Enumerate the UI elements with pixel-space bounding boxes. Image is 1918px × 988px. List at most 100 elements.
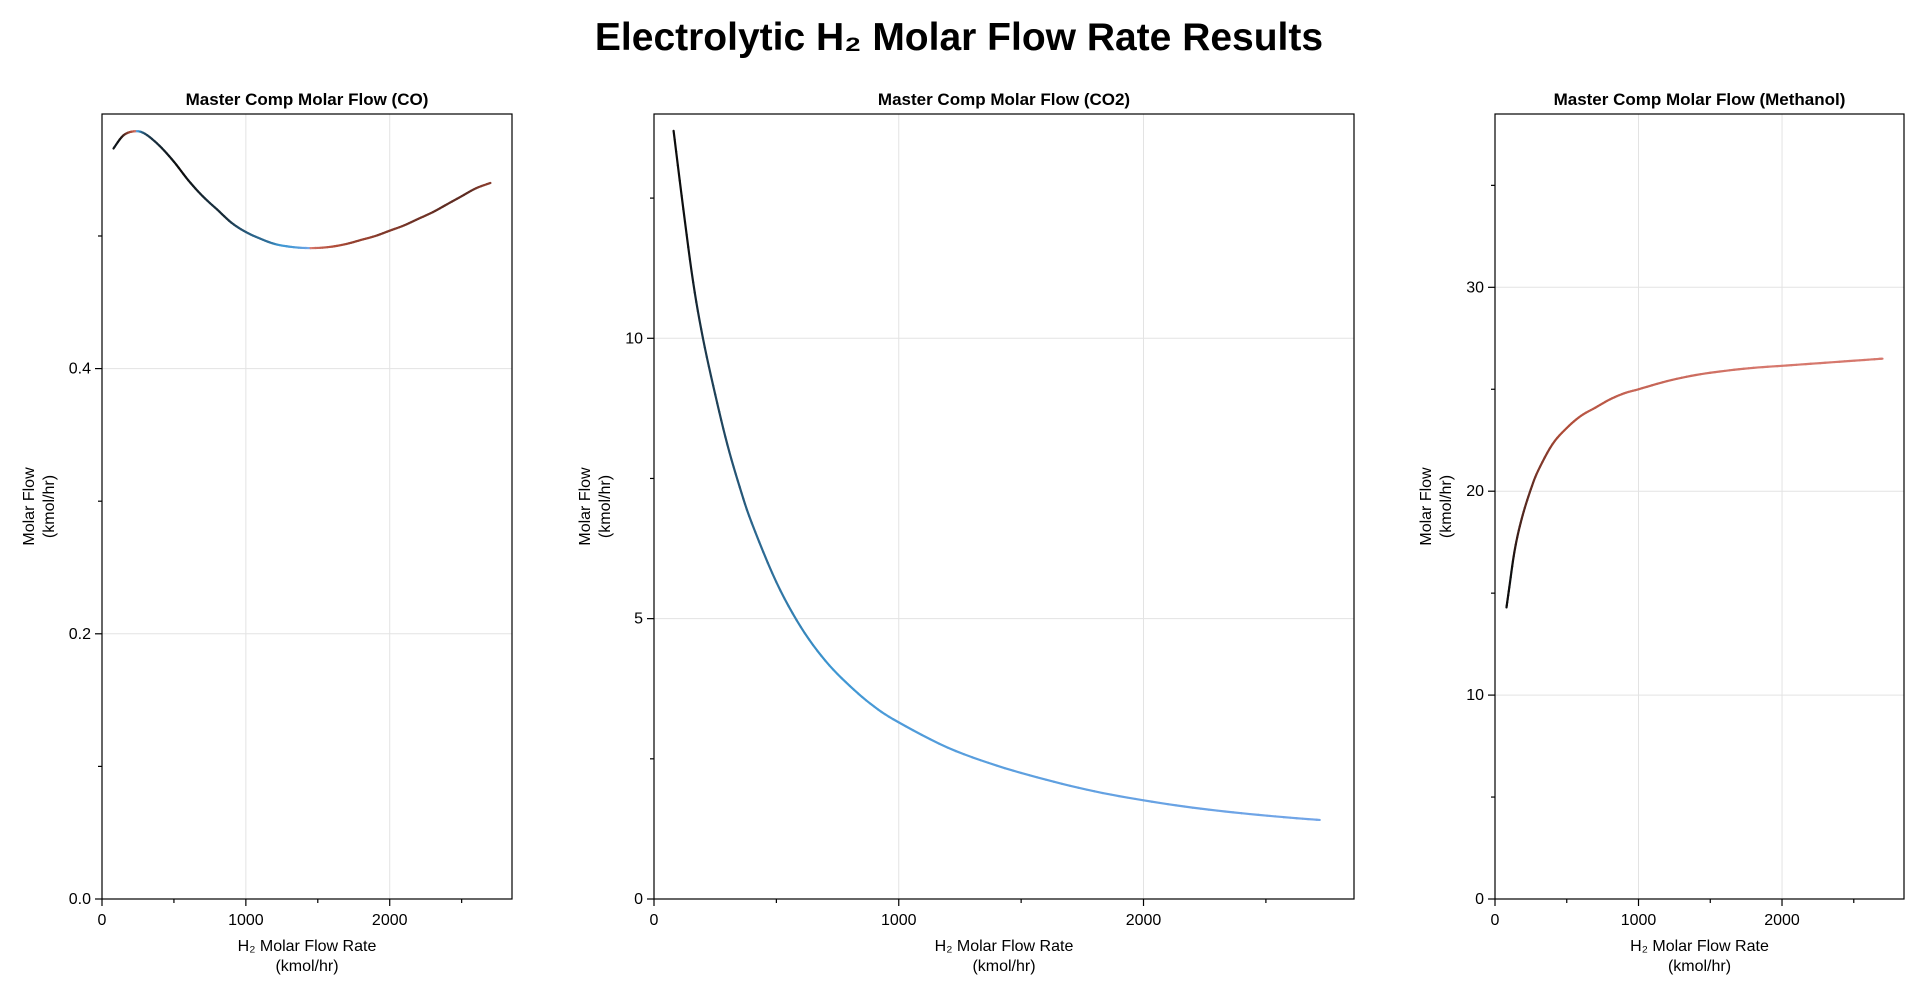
series-line-segment [946, 746, 957, 753]
series-line-segment [1109, 793, 1121, 798]
series-line-segment [685, 233, 690, 249]
series-line-segment [696, 310, 701, 322]
y-tick-label: 30 [1466, 279, 1484, 296]
panel-co: 0 1000 2000 0.0 0.2 0.4 Master Comp Molar Flow… [21, 90, 513, 975]
series-line-segment [745, 508, 751, 518]
series-line-segment [1117, 795, 1129, 799]
series-line-segment [1240, 812, 1251, 816]
series-line-segment [897, 721, 907, 728]
series-line-segment [675, 150, 679, 167]
x-tick-label: 0 [98, 912, 107, 929]
x-tick-label: 1000 [1621, 912, 1657, 929]
series-line-segment [754, 530, 761, 543]
y-axis-label: (kmol/hr) [1438, 475, 1455, 538]
series-line-segment [1101, 791, 1112, 796]
series-line-segment [962, 753, 974, 759]
series-line-segment [1085, 788, 1096, 793]
series-line-segment [766, 561, 774, 575]
series-line-segment [1266, 814, 1277, 818]
y-tick-label: 5 [634, 611, 643, 628]
panel-co2: 0 1000 2000 0 5 10 Master Comp Molar Flow (CO2… [577, 90, 1355, 975]
series-line-segment [1248, 812, 1260, 816]
panel-title: Master Comp Molar Flow (Methanol) [1554, 90, 1846, 109]
series-line-segment [682, 208, 687, 224]
series-line-segment [1044, 778, 1055, 783]
figure-title: Electrolytic H₂ Molar Flow Rate Results [594, 16, 1324, 59]
series-line-segment [1011, 769, 1023, 775]
series-line-segment [700, 328, 705, 340]
series-line-segment [1191, 806, 1202, 810]
series-line-segment [680, 194, 685, 211]
series-line-segment [1207, 808, 1219, 812]
x-tick-label: 0 [1491, 912, 1500, 929]
series-line-segment [687, 246, 691, 261]
x-tick-label: 2000 [1126, 912, 1162, 929]
series-line-segment [487, 181, 492, 185]
series-line-segment [707, 365, 713, 378]
series-line-segment [690, 270, 695, 284]
y-axis-label: (kmol/hr) [41, 475, 58, 538]
series-line-segment [1223, 810, 1235, 814]
series-line-segment [714, 393, 719, 405]
x-axis-label: H₂ Molar Flow Rate [935, 938, 1074, 955]
series-line-segment [1232, 811, 1243, 815]
series-line-segment [718, 410, 723, 422]
series-line-segment [1215, 809, 1227, 813]
series-line-segment [979, 759, 990, 764]
panel-title: Master Comp Molar Flow (CO) [186, 90, 429, 109]
series-line-segment [701, 337, 706, 349]
series-line-segment [724, 435, 729, 446]
series-line-segment [716, 402, 721, 414]
series-line-segment [1134, 797, 1145, 802]
series-line-segment [771, 571, 778, 584]
x-axis-label: (kmol/hr) [275, 958, 338, 975]
series-line-segment [1060, 782, 1072, 787]
panel-methanol: 0 1000 2000 0 10 20 30 Master Comp Molar Flow (… [1418, 90, 1905, 975]
series-line-segment [676, 164, 681, 182]
series-line-segment [693, 291, 698, 304]
series-line-segment [1077, 786, 1088, 791]
series-line-segment [1150, 800, 1161, 805]
series-line-segment [734, 472, 739, 482]
series-line-segment [783, 597, 790, 608]
series-line-segment [1093, 790, 1104, 795]
series-line-segment [730, 458, 735, 468]
series-line-segment [954, 749, 966, 756]
y-tick-label: 0.2 [69, 626, 91, 643]
series-line-segment [904, 725, 915, 732]
x-tick-label: 0 [650, 912, 659, 929]
series-line-segment [1142, 799, 1153, 803]
series-line-segment [1028, 774, 1039, 779]
series-line-segment [1274, 815, 1285, 819]
series-line-segment [1052, 780, 1064, 785]
x-tick-label: 1000 [881, 912, 917, 929]
series-line-segment [775, 581, 782, 592]
y-tick-label: 10 [1466, 687, 1484, 704]
series-line-segment [811, 644, 819, 652]
y-tick-label: 20 [1466, 483, 1484, 500]
series-line-segment [929, 738, 941, 745]
y-tick-label: 10 [625, 330, 643, 347]
x-tick-label: 2000 [1764, 912, 1800, 929]
series-line-segment [673, 138, 678, 153]
series-line-segment [1199, 807, 1210, 811]
series-line-segment [779, 589, 786, 600]
y-tick-label: 0.4 [69, 361, 91, 378]
x-tick-label: 2000 [372, 912, 408, 929]
plot-frame [101, 113, 513, 900]
series-line-segment [1158, 801, 1170, 806]
x-axis-label: (kmol/hr) [972, 958, 1035, 975]
series-line-segment [799, 625, 807, 635]
series-line-segment [750, 522, 757, 534]
y-axis-label: (kmol/hr) [597, 475, 614, 538]
series-line-segment [688, 258, 693, 273]
y-tick-label: 0 [634, 891, 643, 908]
y-axis-label: Molar Flow [577, 467, 594, 546]
x-axis-label: H₂ Molar Flow Rate [1630, 938, 1769, 955]
series-line-segment [692, 281, 696, 294]
y-tick-label: 0.0 [69, 891, 91, 908]
series-line-segment [1166, 803, 1178, 807]
series-line-segment [938, 742, 949, 749]
series-line-segment [1183, 805, 1194, 809]
series-line-segment [720, 419, 725, 430]
